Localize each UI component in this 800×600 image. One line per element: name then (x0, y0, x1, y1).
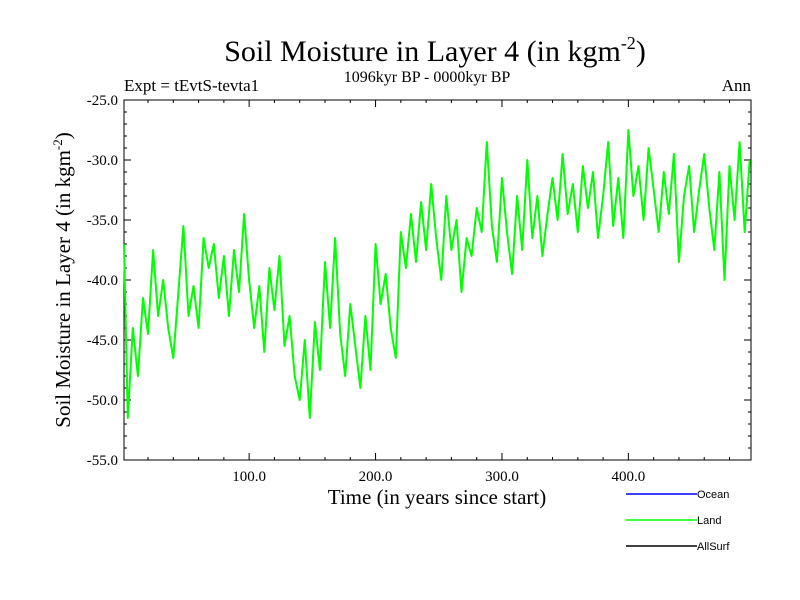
legend: Ocean Land AllSurf (626, 489, 730, 553)
x-axis: 100.0 200.0 300.0 400.0 (147, 100, 731, 485)
chart-subtitle: 1096kyr BP - 0000kyr BP (344, 69, 511, 86)
chart-title: Soil Moisture in Layer 4 (in kgm-2) (224, 33, 646, 68)
y-tick-label: -55.0 (87, 453, 118, 469)
x-tick-label: 300.0 (485, 469, 519, 485)
x-tick-label: 100.0 (232, 469, 266, 485)
y-tick-label: -30.0 (87, 153, 118, 169)
y-tick-label: -40.0 (87, 273, 118, 289)
series-layer (123, 129, 751, 419)
series-line-land (123, 129, 751, 419)
y-tick-label: -50.0 (87, 393, 118, 409)
legend-label-allsurf: AllSurf (697, 541, 730, 553)
season-label: Ann (722, 76, 752, 95)
legend-label-ocean: Ocean (697, 489, 729, 501)
x-tick-label: 200.0 (359, 469, 393, 485)
y-tick-label: -45.0 (87, 333, 118, 349)
x-tick-label: 400.0 (612, 469, 646, 485)
y-axis-title: Soil Moisture in Layer 4 (in kgm-2) (50, 132, 75, 427)
legend-label-land: Land (697, 515, 721, 527)
experiment-label: Expt = tEvtS-tevta1 (124, 76, 259, 95)
y-tick-label: -25.0 (87, 93, 118, 109)
x-axis-title: Time (in years since start) (328, 485, 547, 509)
y-tick-label: -35.0 (87, 213, 118, 229)
